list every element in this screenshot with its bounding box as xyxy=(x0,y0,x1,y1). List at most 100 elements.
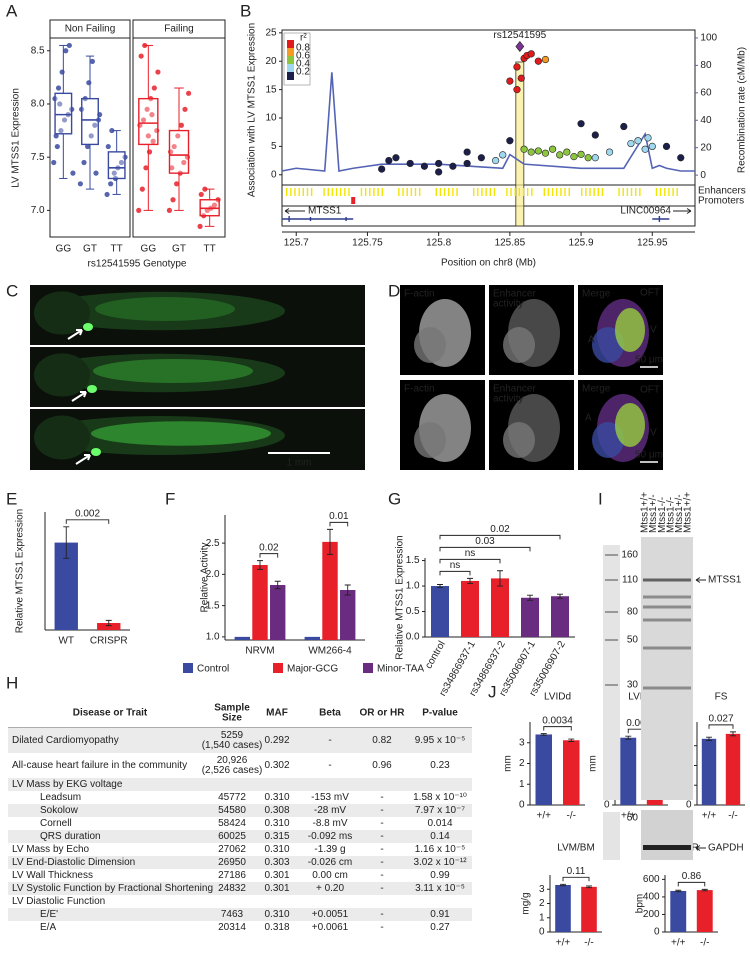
snp-point xyxy=(477,154,485,162)
bar xyxy=(431,586,449,637)
embryo-body xyxy=(35,291,285,331)
y-tick-label: 20 xyxy=(700,142,712,153)
comparison-bracket xyxy=(562,876,590,882)
enhancer-mark xyxy=(634,188,637,196)
data-point xyxy=(175,133,181,139)
y-tick-label: 0 xyxy=(539,927,545,938)
region-label: A xyxy=(588,335,595,346)
ladder-band xyxy=(605,579,618,581)
data-point xyxy=(111,170,117,176)
data-point xyxy=(146,149,153,155)
y-axis-label: bpm xyxy=(635,894,646,913)
ladder-band xyxy=(605,684,618,686)
legend-swatch xyxy=(363,663,373,673)
error-bar xyxy=(557,593,563,599)
channel-label: Merge xyxy=(582,289,611,300)
snp-point xyxy=(648,142,656,150)
x-tick-label: -/- xyxy=(728,811,737,822)
box xyxy=(54,92,73,135)
enhancer-mark xyxy=(398,188,400,196)
snp-point xyxy=(541,55,550,64)
table-cell: E/A xyxy=(40,922,56,933)
comparison-bracket xyxy=(439,558,501,564)
data-point xyxy=(138,53,144,59)
channel-label: Merge xyxy=(582,384,611,395)
enhancer-overlay xyxy=(615,308,645,352)
error-bar xyxy=(497,570,503,587)
table-header: OR or HR xyxy=(360,708,406,719)
table-cell: LV Wall Thickness xyxy=(12,870,93,881)
legend-swatch xyxy=(287,72,294,80)
y-tick-label: 7.0 xyxy=(31,205,45,216)
lane-label: Mtss1-/- xyxy=(665,497,676,533)
data-point xyxy=(59,69,65,75)
x-tick-label: +/+ xyxy=(556,938,571,949)
data-point xyxy=(174,181,180,187)
table-cell: + 0.20 xyxy=(316,883,345,894)
embryo-head xyxy=(34,353,90,397)
table-cell: 0.310 xyxy=(264,818,289,829)
enhancer-mark xyxy=(485,188,487,196)
enhancer-mark xyxy=(340,188,342,196)
legend-swatch xyxy=(183,663,193,673)
x-tick-label: GT xyxy=(83,244,97,255)
table-cell: 0.318 xyxy=(264,922,289,933)
table-cell: 0.303 xyxy=(264,857,289,868)
heart-tissue xyxy=(503,422,535,458)
heart-signal xyxy=(91,448,101,456)
table-cell: 3.11 x 10⁻⁵ xyxy=(415,883,465,894)
ladder-band xyxy=(605,611,618,613)
y-axis-label: LV MTSS1 Expression xyxy=(11,88,22,188)
table-cell: - xyxy=(380,818,383,829)
panel-letter: C xyxy=(6,281,18,300)
comparison-label: 0.03 xyxy=(475,536,495,547)
y-tick-label: 1.5 xyxy=(206,600,220,611)
y-tick-label: 8.0 xyxy=(31,99,45,110)
data-point xyxy=(144,106,150,112)
data-point xyxy=(54,143,60,150)
comparison-bracket xyxy=(708,724,734,729)
table-header: Size xyxy=(222,713,242,724)
table-section: LV Diastolic Function xyxy=(12,896,105,907)
heart-signal xyxy=(83,323,93,331)
snp-point xyxy=(541,149,550,157)
data-point xyxy=(169,165,175,171)
data-point xyxy=(170,197,176,203)
table-cell: All-cause heart failure in the community xyxy=(12,760,187,771)
x-tick-label: -/- xyxy=(700,938,709,949)
snp-point xyxy=(605,148,614,156)
snp-point xyxy=(392,154,400,162)
region-label: OFT xyxy=(640,385,660,396)
comparison-bracket xyxy=(65,519,110,524)
promoter-mark xyxy=(351,197,356,204)
snp-point xyxy=(499,151,507,159)
table-cell: - xyxy=(380,805,383,816)
y-tick-label: 10 xyxy=(265,113,277,124)
enhancer-mark xyxy=(344,188,346,196)
snp-point xyxy=(563,148,571,156)
ladder-band xyxy=(605,639,618,641)
comparison-label: 0.02 xyxy=(490,524,510,535)
enhancer-mark xyxy=(585,188,587,196)
table-header: P-value xyxy=(422,708,458,719)
ladder-label: 30 xyxy=(627,680,639,691)
table-cell: 0.27 xyxy=(430,922,450,933)
embryo-head xyxy=(34,291,90,335)
legend-swatch xyxy=(287,56,294,64)
table-cell: 0.302 xyxy=(264,760,289,771)
table-cell: 0.308 xyxy=(264,805,289,816)
table-cell: 20,926 xyxy=(217,755,248,766)
x-axis-label: rs12541595 Genotype xyxy=(88,259,187,270)
snp-point xyxy=(548,145,557,153)
gene-arrow xyxy=(284,208,305,214)
enhancer-mark xyxy=(560,188,562,196)
error-bar xyxy=(527,594,533,601)
table-cell: 0.82 xyxy=(372,735,392,746)
chart-title: LVM/BM xyxy=(557,843,595,854)
table-cell: 3.02 x 10⁻¹² xyxy=(413,857,467,868)
table-cell: 0.23 xyxy=(430,760,450,771)
bar xyxy=(725,733,741,805)
table-cell: - xyxy=(380,792,383,803)
snp-point xyxy=(506,77,514,85)
